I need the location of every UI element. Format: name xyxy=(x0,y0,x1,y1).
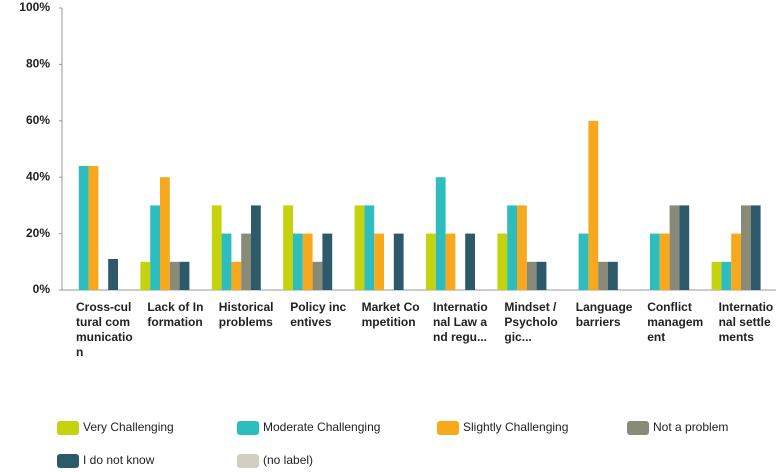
bar xyxy=(169,261,180,290)
bar xyxy=(608,261,618,290)
x-tick-label: Language barriers xyxy=(575,300,633,329)
bar xyxy=(160,177,170,290)
bar xyxy=(536,261,547,290)
y-tick-label: 100% xyxy=(19,0,50,14)
legend-label: Slightly Challenging xyxy=(463,420,568,434)
legend-swatch xyxy=(627,421,649,435)
bar xyxy=(312,261,323,290)
x-tick-label: Lack of Information xyxy=(147,300,204,329)
legend-swatch xyxy=(237,454,259,468)
y-tick-label: 40% xyxy=(26,169,50,183)
legend-swatch xyxy=(57,421,79,435)
legend-swatch xyxy=(437,421,459,435)
bar xyxy=(322,233,333,290)
bar xyxy=(108,258,118,290)
x-tick-label: Conflict management xyxy=(647,300,704,344)
x-tick-label: International Law and regu... xyxy=(433,300,488,344)
bar xyxy=(393,233,404,290)
bar xyxy=(150,205,160,290)
bar xyxy=(650,233,660,290)
bar xyxy=(679,205,690,290)
x-tick-label: Policy incentives xyxy=(290,300,347,329)
bar xyxy=(302,233,313,290)
y-tick-label: 80% xyxy=(26,57,50,71)
bar xyxy=(598,261,608,290)
bar xyxy=(465,233,475,290)
bar xyxy=(221,233,232,290)
x-tick-label: Cross-cultural communication xyxy=(76,300,133,359)
bar xyxy=(578,233,589,290)
bar xyxy=(507,205,517,290)
bar xyxy=(283,205,293,290)
bar xyxy=(241,233,251,290)
bar xyxy=(711,261,722,290)
bar xyxy=(374,233,384,290)
bar xyxy=(669,205,680,290)
legend-swatch xyxy=(57,454,79,468)
bar xyxy=(731,233,741,290)
legend-label: Moderate Challenging xyxy=(263,420,380,434)
bar xyxy=(659,233,670,290)
legend-label: I do not know xyxy=(83,453,155,467)
bar xyxy=(750,205,761,290)
bar xyxy=(211,205,222,290)
x-tick-label: International settlements xyxy=(718,300,774,344)
legend-swatch xyxy=(237,421,259,435)
bar xyxy=(445,233,456,290)
bar xyxy=(88,165,99,290)
legend-label: Not a problem xyxy=(653,420,728,434)
bar xyxy=(231,261,242,290)
bar xyxy=(721,261,732,290)
x-tick-label: Market Competition xyxy=(361,300,420,329)
bar xyxy=(426,233,436,290)
bar xyxy=(293,233,303,290)
x-tick-label: Historical problems xyxy=(218,300,274,329)
legend-label: (no label) xyxy=(263,453,313,467)
bar xyxy=(526,261,537,290)
bar xyxy=(179,261,190,290)
x-tick-label: Mindset / Psychologic... xyxy=(504,300,558,344)
bar xyxy=(517,205,527,290)
bar xyxy=(364,205,375,290)
bar xyxy=(140,261,151,290)
bar xyxy=(588,120,599,290)
y-tick-label: 60% xyxy=(26,113,50,127)
bar xyxy=(78,165,89,290)
bar xyxy=(497,233,508,290)
bar xyxy=(741,205,751,290)
bar xyxy=(354,205,365,290)
bar xyxy=(435,177,446,290)
legend-label: Very Challenging xyxy=(83,420,174,434)
y-tick-label: 0% xyxy=(33,282,51,296)
y-tick-label: 20% xyxy=(26,226,50,240)
bar xyxy=(251,205,261,290)
